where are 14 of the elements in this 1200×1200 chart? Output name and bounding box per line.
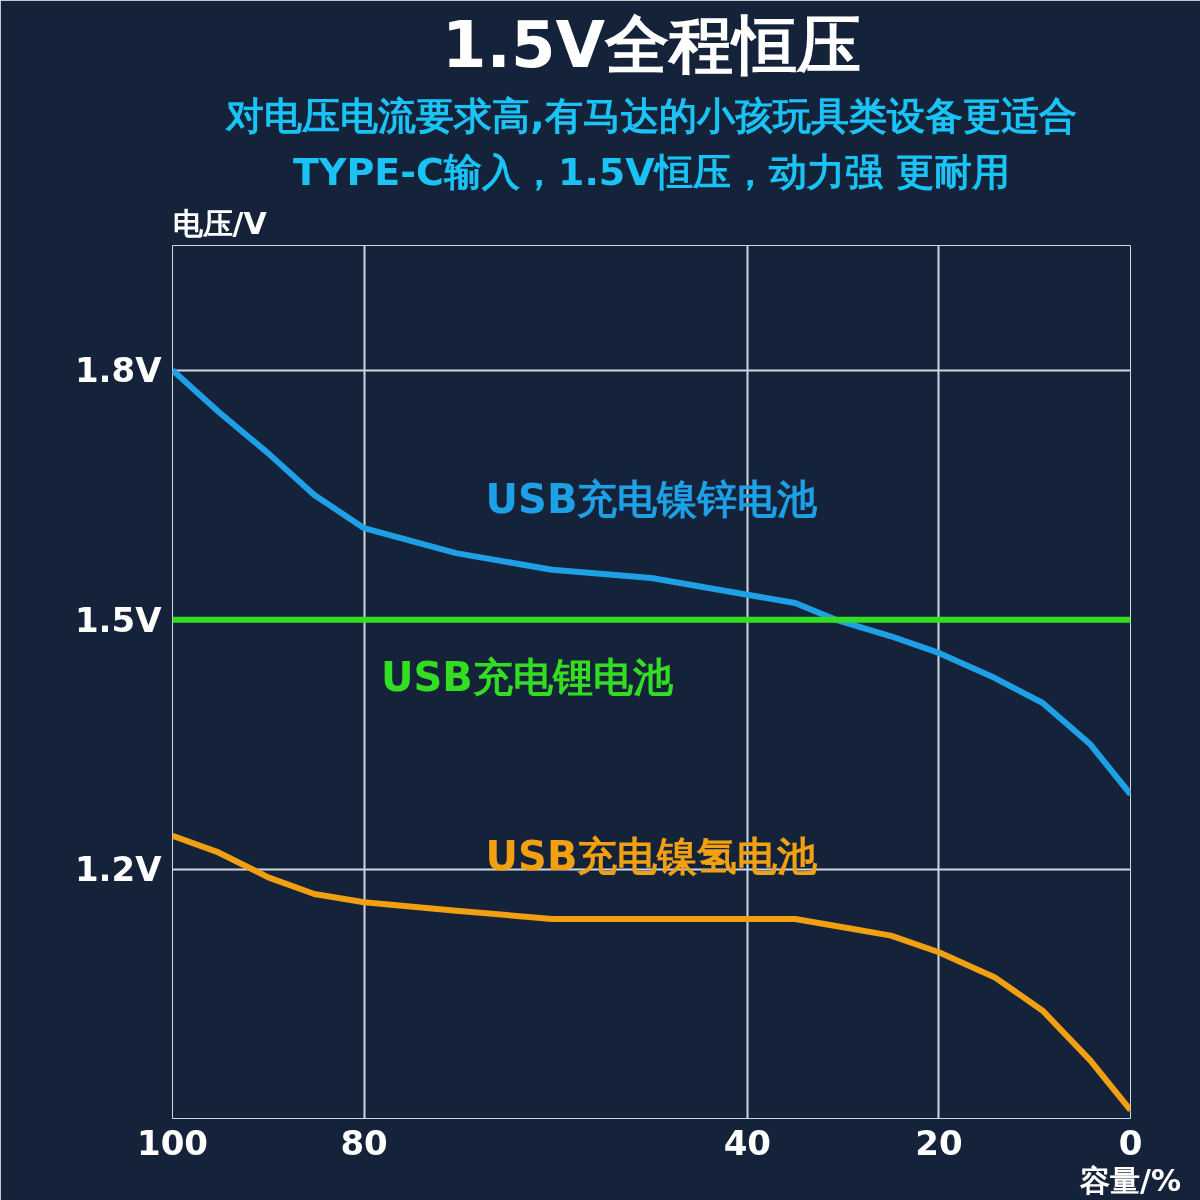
text: TYPE-C输入，1.5V恒压，动力强 更耐用 (293, 149, 1010, 194)
y-tick-label: 1.2V (74, 849, 163, 890)
y-axis-title: 电压/V (172, 205, 268, 241)
x-tick-label: 100 (137, 1122, 208, 1163)
x-tick-label: 0 (1118, 1122, 1143, 1163)
series-label: USB充电锂电池 (381, 654, 674, 701)
y-tick-label: 1.8V (74, 350, 163, 391)
chart-subtitle: 对电压电流要求高,有马达的小孩玩具类设备更适合 (225, 93, 1077, 138)
x-tick-label: 40 (723, 1122, 771, 1163)
x-axis-title: 容量/% (1078, 1162, 1182, 1198)
x-tick-label: 80 (340, 1122, 388, 1163)
x-tick-label: 20 (915, 1122, 963, 1163)
chart-title: 1.5V全程恒压 (442, 7, 861, 82)
y-tick-label: 1.5V (74, 599, 163, 640)
